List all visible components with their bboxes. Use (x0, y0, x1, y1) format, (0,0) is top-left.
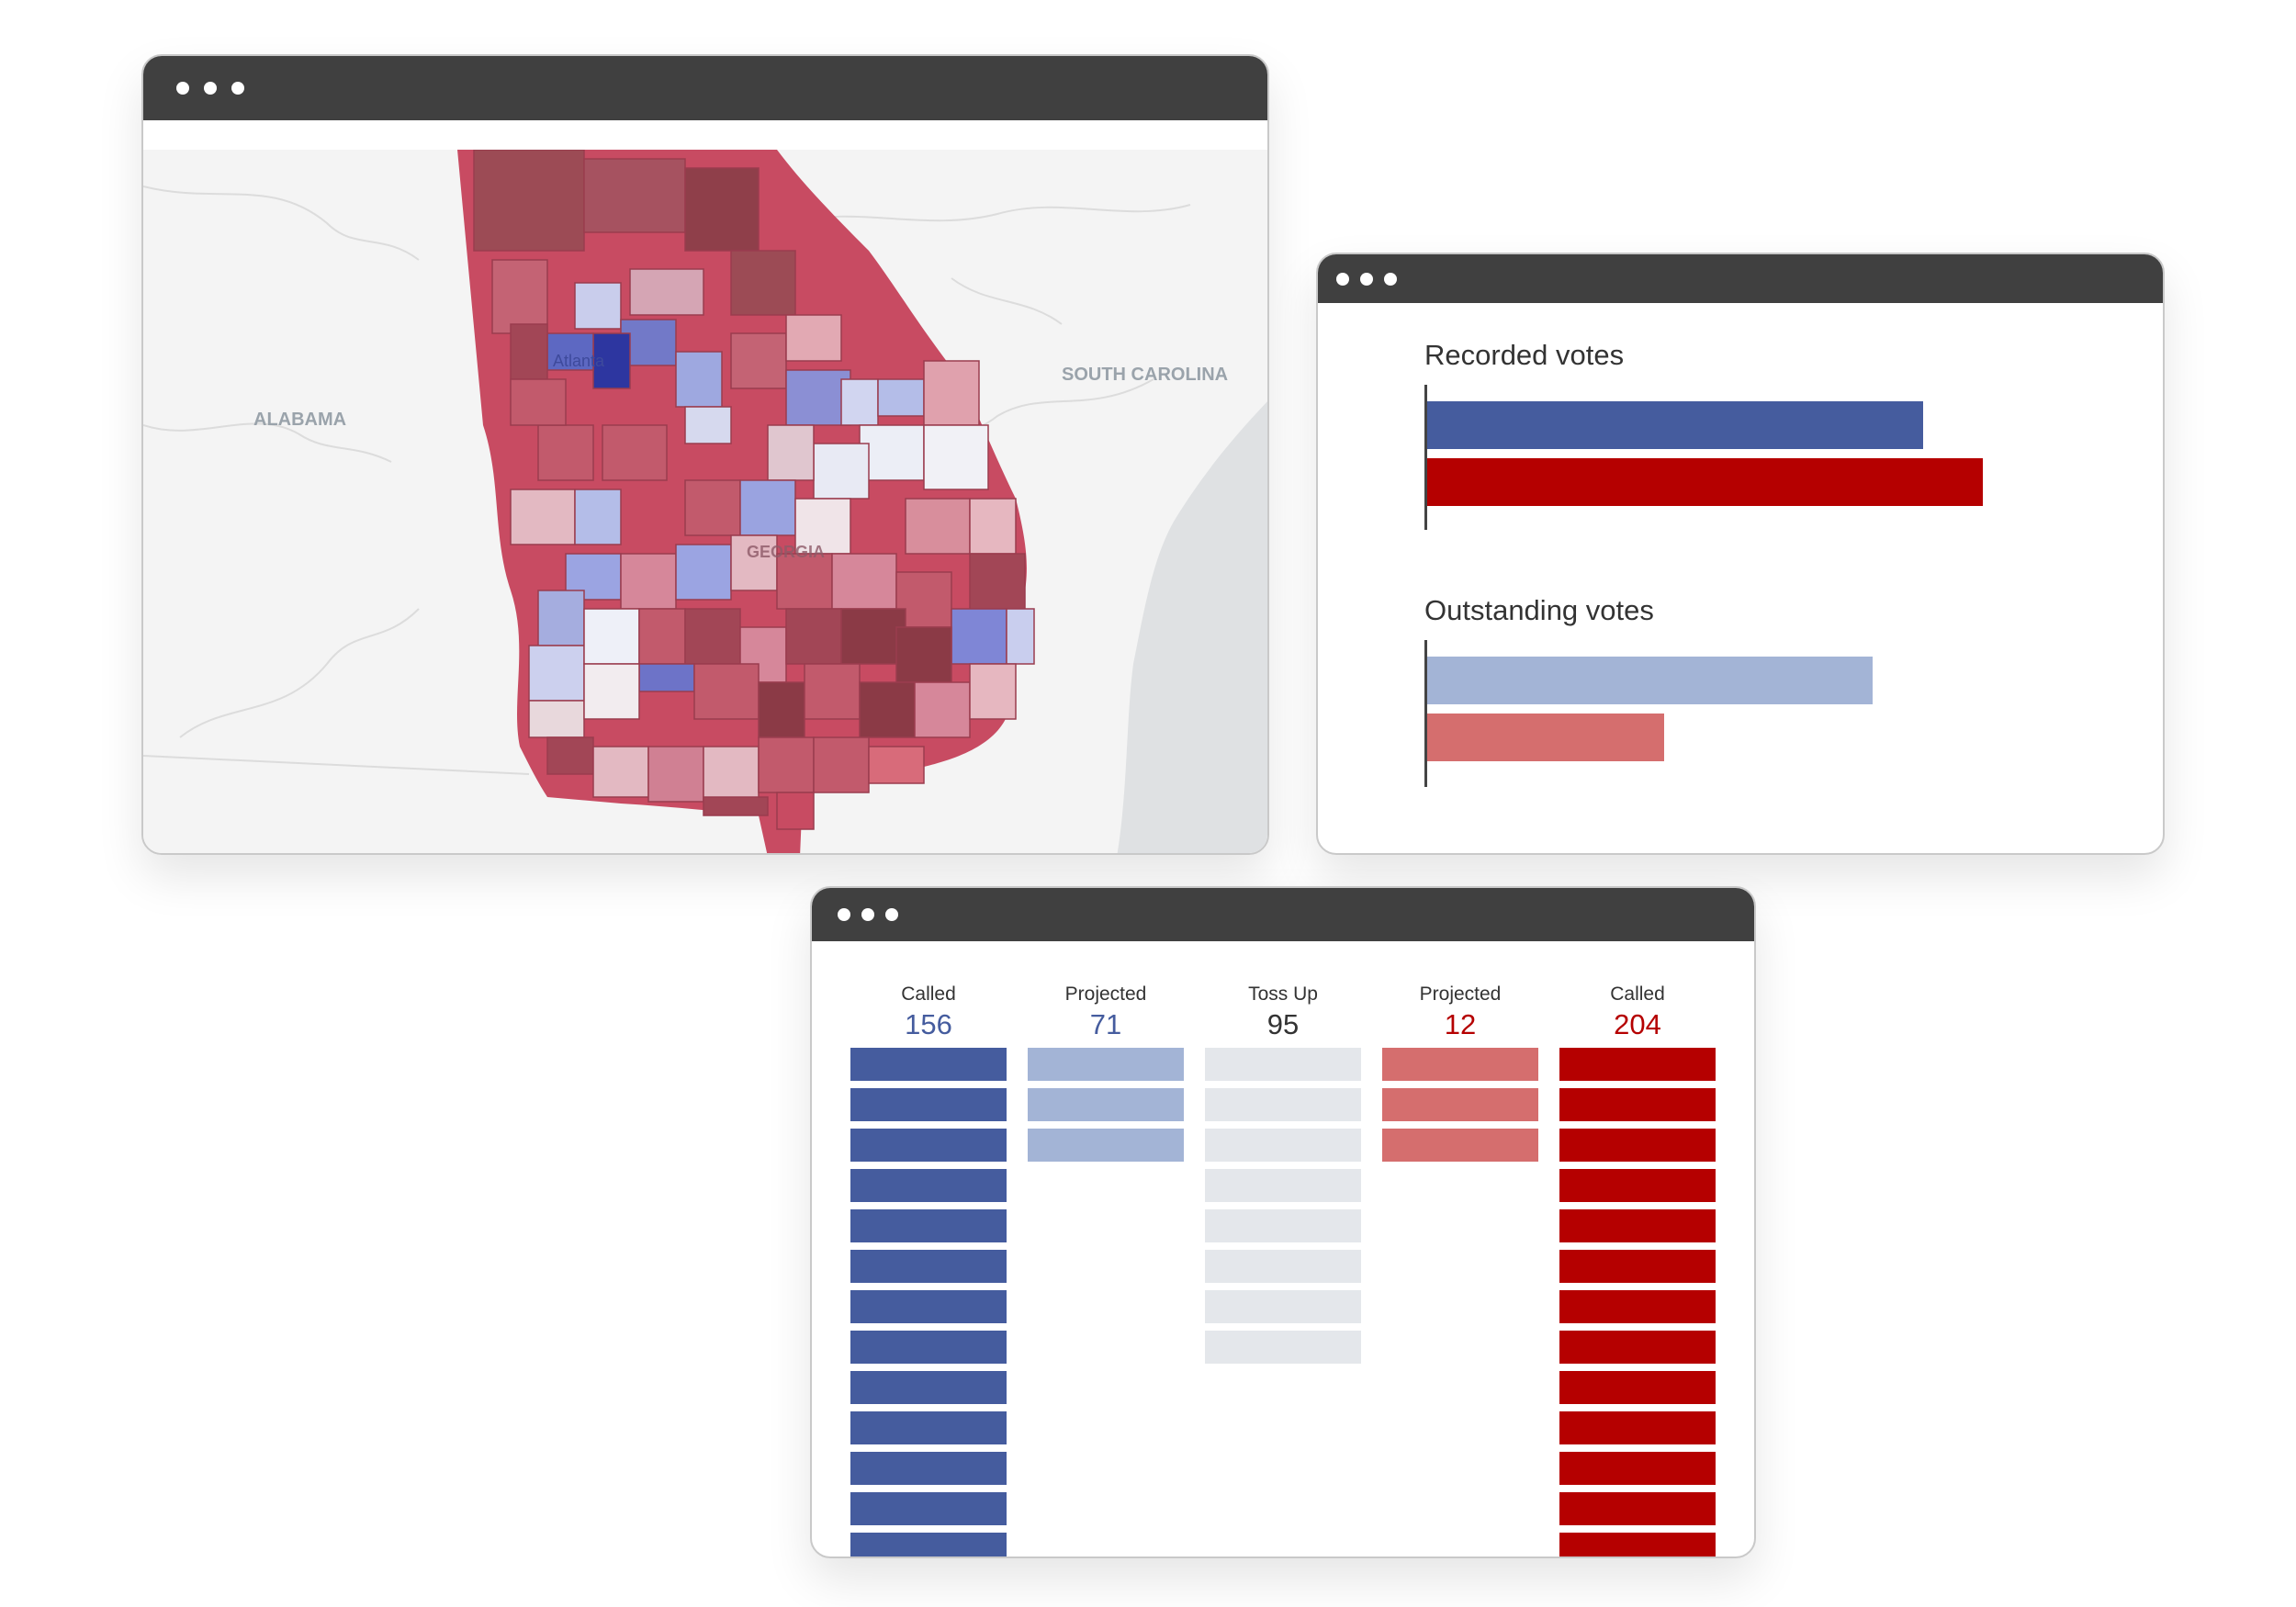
rep-called-cell[interactable] (1559, 1492, 1716, 1525)
rep-called-cell[interactable] (1559, 1452, 1716, 1485)
window-dot-icon (861, 908, 874, 921)
ratings-window: Called 156 Projected 71 Toss Up 95 Proje… (810, 886, 1756, 1558)
rep-called-cell[interactable] (1559, 1209, 1716, 1242)
dem-called-cell[interactable] (850, 1129, 1007, 1162)
ratings-window-titlebar (812, 888, 1754, 941)
column-dem-projected: Projected 71 (1028, 983, 1184, 1041)
rep-projected-cell[interactable] (1382, 1088, 1538, 1121)
recorded-votes-axis (1424, 385, 1427, 530)
tossup-cell[interactable] (1205, 1169, 1361, 1202)
alabama-label: ALABAMA (253, 410, 346, 430)
tossup-cell[interactable] (1205, 1129, 1361, 1162)
tossup-cell[interactable] (1205, 1331, 1361, 1364)
rep-called-cell[interactable] (1559, 1129, 1716, 1162)
dem-called-cell[interactable] (850, 1492, 1007, 1525)
dem-projected-cell[interactable] (1028, 1048, 1184, 1081)
rep-called-cell[interactable] (1559, 1533, 1716, 1556)
dem-called-cell[interactable] (850, 1411, 1007, 1444)
dem-called-cell[interactable] (850, 1169, 1007, 1202)
election-map[interactable]: ALABAMA SOUTH CAROLINA GEORGIA Atlanta (143, 149, 1267, 853)
tossup-cell[interactable] (1205, 1209, 1361, 1242)
rep-called-cell[interactable] (1559, 1290, 1716, 1323)
atlanta-label: Atlanta (553, 352, 605, 370)
rep-called-cell[interactable] (1559, 1371, 1716, 1404)
window-dot-icon (231, 82, 244, 95)
outstanding-votes-rep-bar[interactable] (1427, 714, 1664, 761)
window-dot-icon (885, 908, 898, 921)
tossup-cell[interactable] (1205, 1048, 1361, 1081)
column-count: 156 (905, 1008, 952, 1040)
dem-called-cell[interactable] (850, 1088, 1007, 1121)
tossup-cell[interactable] (1205, 1250, 1361, 1283)
column-rep-called: Called 204 (1559, 983, 1716, 1041)
dem-called-cell[interactable] (850, 1371, 1007, 1404)
column-count: 95 (1266, 1008, 1300, 1040)
votes-window-titlebar (1318, 254, 2163, 303)
rep-called-cell[interactable] (1559, 1331, 1716, 1364)
dem-called-cell[interactable] (850, 1048, 1007, 1081)
south-carolina-label: SOUTH CAROLINA (1062, 365, 1228, 385)
window-dot-icon (204, 82, 217, 95)
recorded-votes-title: Recorded votes (1424, 339, 1625, 371)
rep-called-cell[interactable] (1559, 1169, 1716, 1202)
recorded-votes-rep-bar[interactable] (1427, 458, 1983, 506)
map-window: ALABAMA SOUTH CAROLINA GEORGIA Atlanta (141, 54, 1269, 855)
dem-projected-cell[interactable] (1028, 1088, 1184, 1121)
georgia-label: GEORGIA (747, 543, 825, 561)
column-count: 71 (1089, 1008, 1122, 1040)
tossup-cell[interactable] (1205, 1088, 1361, 1121)
rep-projected-cell[interactable] (1382, 1048, 1538, 1081)
dem-called-cell[interactable] (850, 1331, 1007, 1364)
column-label: Projected (1419, 983, 1502, 1005)
column-tossup: Toss Up 95 (1205, 983, 1361, 1041)
dem-called-cell[interactable] (850, 1290, 1007, 1323)
rep-projected-cell[interactable] (1382, 1129, 1538, 1162)
window-dot-icon (1360, 273, 1373, 286)
column-rep-projected: Projected 12 (1382, 983, 1538, 1041)
outstanding-votes-axis (1424, 640, 1427, 787)
map-window-titlebar (143, 56, 1267, 120)
column-count: 204 (1614, 1008, 1661, 1040)
rep-called-cell[interactable] (1559, 1088, 1716, 1121)
dem-called-cell[interactable] (850, 1452, 1007, 1485)
votes-window: Recorded votes Outstanding votes (1316, 253, 2165, 855)
rep-called-cell[interactable] (1559, 1250, 1716, 1283)
dem-called-cell[interactable] (850, 1209, 1007, 1242)
rep-called-cell[interactable] (1559, 1411, 1716, 1444)
column-label: Called (901, 983, 956, 1005)
column-label: Projected (1064, 983, 1147, 1005)
window-dot-icon (1336, 273, 1349, 286)
dem-projected-cell[interactable] (1028, 1129, 1184, 1162)
outstanding-votes-title: Outstanding votes (1424, 594, 1654, 626)
window-dot-icon (838, 908, 850, 921)
column-label: Called (1610, 983, 1665, 1005)
outstanding-votes-dem-bar[interactable] (1427, 657, 1873, 704)
map-svg: ALABAMA SOUTH CAROLINA GEORGIA Atlanta (143, 149, 1267, 853)
rep-called-cell[interactable] (1559, 1048, 1716, 1081)
window-dot-icon (1384, 273, 1397, 286)
tossup-cell[interactable] (1205, 1290, 1361, 1323)
column-dem-called: Called 156 (850, 983, 1007, 1041)
recorded-votes-dem-bar[interactable] (1427, 401, 1923, 449)
column-label: Toss Up (1248, 983, 1318, 1005)
ocean-shape (1117, 401, 1267, 853)
window-dot-icon (176, 82, 189, 95)
column-count: 12 (1444, 1008, 1477, 1040)
dem-called-cell[interactable] (850, 1250, 1007, 1283)
dem-called-cell[interactable] (850, 1533, 1007, 1556)
